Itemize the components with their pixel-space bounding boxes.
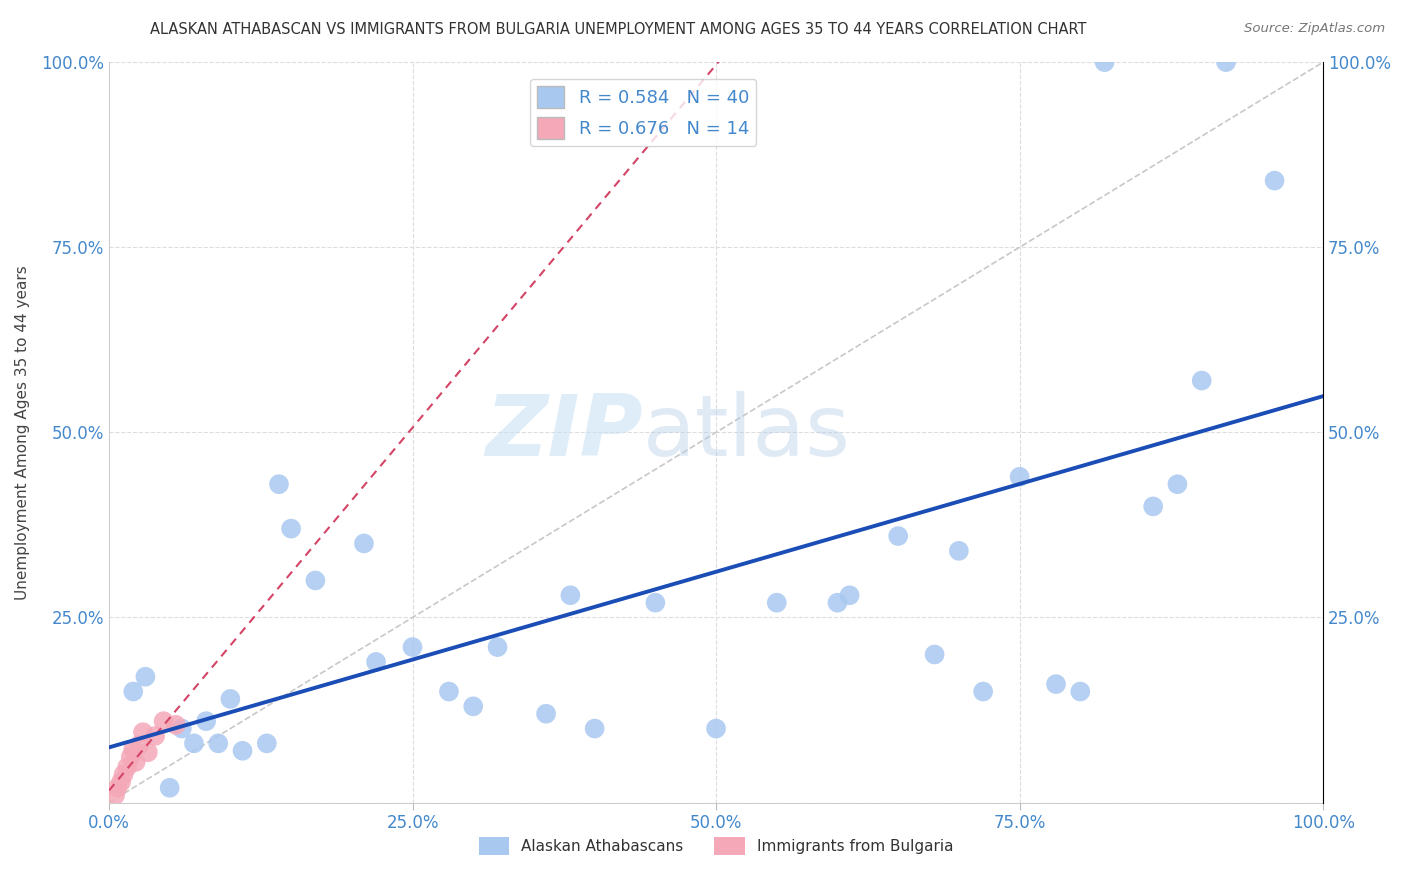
Point <box>256 736 278 750</box>
Point <box>112 767 135 781</box>
Point <box>948 544 970 558</box>
Point <box>132 725 155 739</box>
Point <box>1166 477 1188 491</box>
Point <box>195 714 218 728</box>
Text: ALASKAN ATHABASCAN VS IMMIGRANTS FROM BULGARIA UNEMPLOYMENT AMONG AGES 35 TO 44 : ALASKAN ATHABASCAN VS IMMIGRANTS FROM BU… <box>150 22 1087 37</box>
Point <box>704 722 727 736</box>
Point <box>134 670 156 684</box>
Point <box>122 742 145 756</box>
Point <box>120 749 142 764</box>
Point <box>887 529 910 543</box>
Point <box>1094 55 1116 70</box>
Point <box>1142 500 1164 514</box>
Point <box>280 522 302 536</box>
Point <box>924 648 946 662</box>
Point <box>104 788 127 802</box>
Point <box>122 684 145 698</box>
Point <box>534 706 557 721</box>
Point <box>136 745 159 759</box>
Point <box>838 588 860 602</box>
Text: atlas: atlas <box>643 391 851 474</box>
Point <box>219 692 242 706</box>
Point <box>231 744 253 758</box>
Point <box>401 640 423 654</box>
Point <box>827 596 849 610</box>
Point <box>143 729 166 743</box>
Point <box>128 738 150 752</box>
Point <box>165 718 187 732</box>
Point <box>183 736 205 750</box>
Point <box>353 536 375 550</box>
Point <box>159 780 181 795</box>
Point <box>304 574 326 588</box>
Point <box>1008 470 1031 484</box>
Point <box>644 596 666 610</box>
Text: Source: ZipAtlas.com: Source: ZipAtlas.com <box>1244 22 1385 36</box>
Point <box>170 722 193 736</box>
Point <box>107 780 129 795</box>
Point <box>152 714 174 728</box>
Point <box>125 755 148 769</box>
Point <box>1264 173 1286 187</box>
Point <box>437 684 460 698</box>
Point <box>463 699 485 714</box>
Point <box>1045 677 1067 691</box>
Point <box>972 684 994 698</box>
Point <box>267 477 290 491</box>
Y-axis label: Unemployment Among Ages 35 to 44 years: Unemployment Among Ages 35 to 44 years <box>15 265 30 599</box>
Point <box>207 736 229 750</box>
Point <box>765 596 787 610</box>
Point <box>560 588 582 602</box>
Legend: R = 0.584   N = 40, R = 0.676   N = 14: R = 0.584 N = 40, R = 0.676 N = 14 <box>530 78 756 146</box>
Text: ZIP: ZIP <box>485 391 643 474</box>
Point <box>1191 374 1213 388</box>
Point <box>364 655 387 669</box>
Point <box>583 722 606 736</box>
Point <box>110 775 132 789</box>
Point <box>486 640 509 654</box>
Point <box>1069 684 1091 698</box>
Point <box>115 760 138 774</box>
Point <box>1215 55 1237 70</box>
